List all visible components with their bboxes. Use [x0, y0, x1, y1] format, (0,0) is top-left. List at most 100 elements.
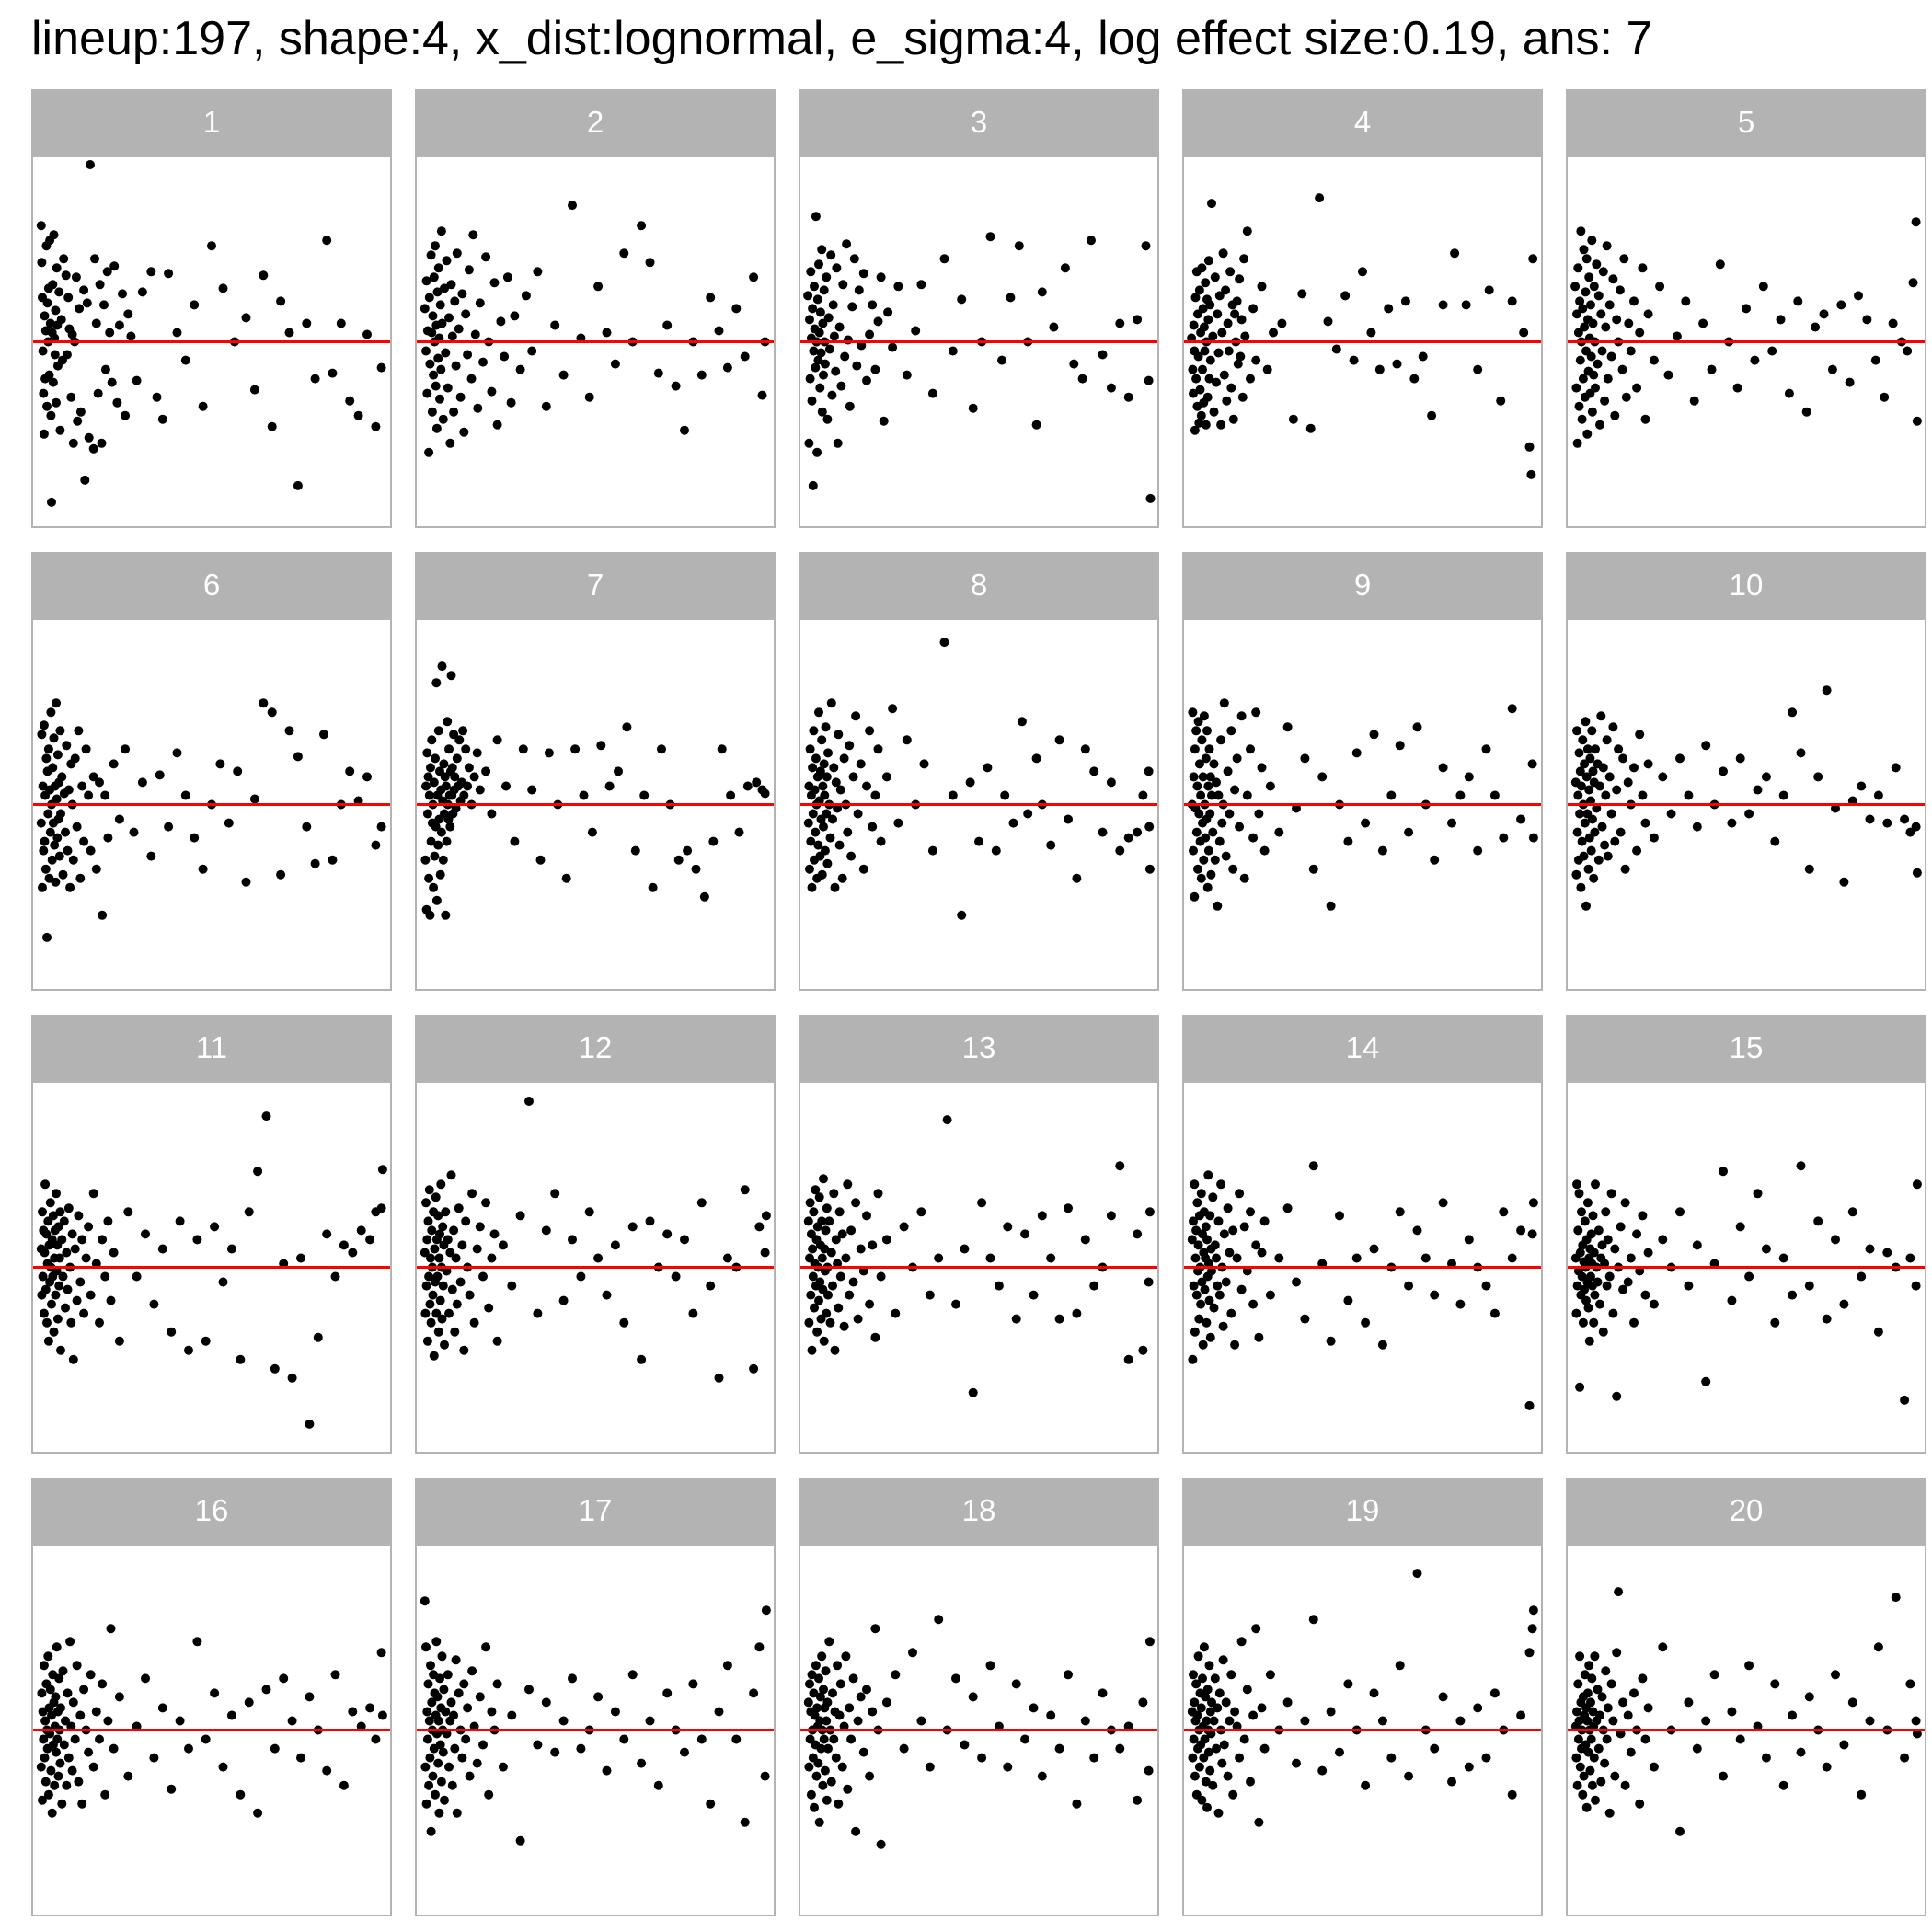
data-point: [831, 777, 841, 788]
data-point: [1213, 1703, 1223, 1713]
data-point: [362, 329, 372, 339]
data-point: [1574, 401, 1584, 411]
data-point: [1658, 772, 1668, 782]
data-point: [814, 1673, 823, 1684]
data-point: [1192, 1198, 1202, 1208]
data-point: [822, 858, 833, 868]
data-point: [1265, 781, 1275, 791]
data-point: [1326, 901, 1336, 911]
data-point: [43, 1336, 53, 1346]
data-point: [95, 1317, 104, 1328]
plot-area: [799, 155, 1159, 528]
data-point: [868, 1240, 878, 1250]
data-point: [1282, 1203, 1293, 1213]
data-point: [648, 882, 658, 892]
data-point: [118, 289, 127, 299]
data-point: [38, 1271, 48, 1282]
data-point: [100, 364, 110, 374]
data-point: [1623, 1710, 1633, 1720]
data-point: [809, 346, 819, 356]
data-point: [1242, 790, 1252, 800]
data-point: [1087, 236, 1096, 246]
data-point: [302, 822, 312, 832]
data-point: [310, 858, 320, 868]
data-point: [1189, 845, 1198, 856]
data-point: [1526, 469, 1536, 479]
data-point: [1191, 726, 1202, 736]
plot-area: [1182, 1544, 1543, 1916]
data-point: [1727, 1295, 1737, 1305]
data-point: [47, 855, 57, 865]
data-point: [284, 328, 294, 338]
data-point: [51, 1692, 61, 1702]
data-point: [152, 392, 162, 402]
data-point: [823, 313, 834, 323]
data-point: [422, 748, 432, 758]
data-point: [1527, 759, 1537, 769]
data-point: [70, 1734, 80, 1744]
data-point: [849, 254, 859, 264]
data-point: [809, 726, 819, 736]
data-point: [77, 781, 87, 791]
data-point: [63, 1688, 73, 1698]
data-point: [823, 1290, 833, 1300]
data-point: [1223, 318, 1233, 328]
data-point: [1254, 1332, 1264, 1342]
data-point: [1603, 851, 1613, 861]
data-point: [469, 772, 479, 782]
data-point: [814, 328, 824, 338]
data-point: [1282, 1697, 1293, 1708]
data-point: [1635, 328, 1645, 338]
data-point: [192, 1637, 202, 1647]
data-point: [1911, 1716, 1921, 1726]
data-point: [129, 827, 139, 837]
data-point: [421, 346, 431, 356]
data-point: [451, 361, 461, 371]
data-point: [432, 287, 443, 297]
data-point: [1202, 1716, 1212, 1726]
data-point: [824, 344, 834, 354]
plot-area: [415, 618, 776, 991]
data-point: [1000, 790, 1010, 800]
data-point: [829, 331, 839, 341]
scatter-svg: [1568, 1587, 1925, 1836]
data-point: [305, 1692, 315, 1702]
data-point: [1404, 827, 1414, 837]
data-point: [164, 822, 174, 832]
data-point: [45, 827, 55, 837]
data-point: [873, 1189, 883, 1199]
data-point: [1612, 315, 1622, 325]
facet-panel-2: 2: [415, 89, 776, 528]
data-point: [1571, 1753, 1581, 1763]
data-point: [88, 1189, 98, 1199]
data-point: [440, 1340, 449, 1350]
data-point: [481, 766, 491, 776]
data-point: [1744, 809, 1754, 819]
data-point: [1575, 1382, 1585, 1392]
data-point: [1527, 1624, 1537, 1634]
data-point: [653, 368, 663, 378]
data-point: [706, 293, 716, 303]
data-point: [696, 370, 707, 380]
data-point: [584, 1207, 594, 1217]
data-point: [1190, 293, 1201, 303]
data-point: [1606, 351, 1616, 362]
data-point: [81, 744, 91, 754]
data-point: [510, 836, 520, 846]
data-point: [817, 735, 827, 745]
data-point: [1195, 385, 1205, 395]
data-point: [58, 1271, 68, 1282]
data-point: [822, 772, 832, 782]
data-point: [815, 1692, 825, 1702]
data-point: [1589, 282, 1599, 292]
data-point: [810, 1802, 819, 1812]
data-point: [1572, 827, 1582, 837]
data-point: [489, 278, 500, 288]
data-point: [1323, 316, 1333, 327]
data-point: [1198, 364, 1207, 374]
plot-area: [31, 1081, 392, 1454]
data-point: [1259, 1743, 1270, 1754]
data-point: [846, 851, 857, 861]
data-point: [1606, 809, 1616, 819]
data-point: [1578, 1789, 1588, 1800]
